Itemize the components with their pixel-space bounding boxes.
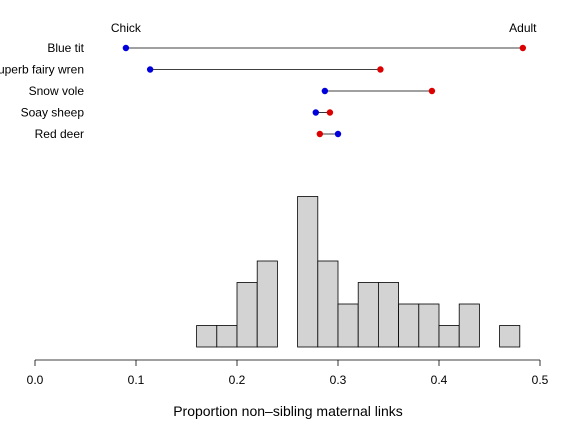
row-label: Soay sheep <box>21 106 85 120</box>
histogram-bar <box>499 325 521 348</box>
x-tick-label: 0.2 <box>229 373 246 387</box>
histogram-bar <box>458 303 480 348</box>
histogram-bar <box>377 282 399 348</box>
adult-point <box>316 130 324 138</box>
histogram-bar <box>398 303 420 348</box>
histogram-bar <box>297 196 319 348</box>
x-tick-label: 0.3 <box>330 373 347 387</box>
histogram <box>196 196 521 348</box>
row-label: Snow vole <box>29 84 85 98</box>
legend-adult: Adult <box>509 21 537 35</box>
chick-point <box>334 130 342 138</box>
chick-point <box>321 87 329 95</box>
row-label: Red deer <box>35 127 84 141</box>
row-label: Superb fairy wren <box>0 63 84 77</box>
histogram-bar <box>317 260 339 348</box>
chick-point <box>312 109 319 116</box>
x-axis-label: Proportion non–sibling maternal links <box>173 403 403 419</box>
x-tick-label: 0.5 <box>532 373 549 387</box>
histogram-bar <box>196 325 218 348</box>
histogram-bar <box>216 325 238 348</box>
row-label: Blue tit <box>47 41 84 55</box>
x-axis: 0.0 0.1 0.2 0.3 0.4 0.5 <box>27 359 549 387</box>
dumbbell-plot: Chick Adult Blue tit Superb fairy wren Snow … <box>0 21 537 141</box>
adult-point <box>519 44 527 52</box>
histogram-bar <box>438 325 460 348</box>
histogram-bar <box>337 303 359 348</box>
histogram-bar <box>236 282 258 348</box>
chick-point <box>146 66 154 73</box>
histogram-bar <box>256 260 278 348</box>
histogram-bar <box>418 303 440 348</box>
x-tick-label: 0.1 <box>128 373 145 387</box>
x-tick-label: 0.4 <box>431 373 448 387</box>
adult-point <box>326 109 334 116</box>
adult-point <box>428 87 436 95</box>
adult-point <box>377 66 384 73</box>
legend-chick: Chick <box>111 21 142 35</box>
x-tick-label: 0.0 <box>27 373 44 387</box>
chick-point <box>122 44 130 52</box>
histogram-bar <box>357 282 379 348</box>
